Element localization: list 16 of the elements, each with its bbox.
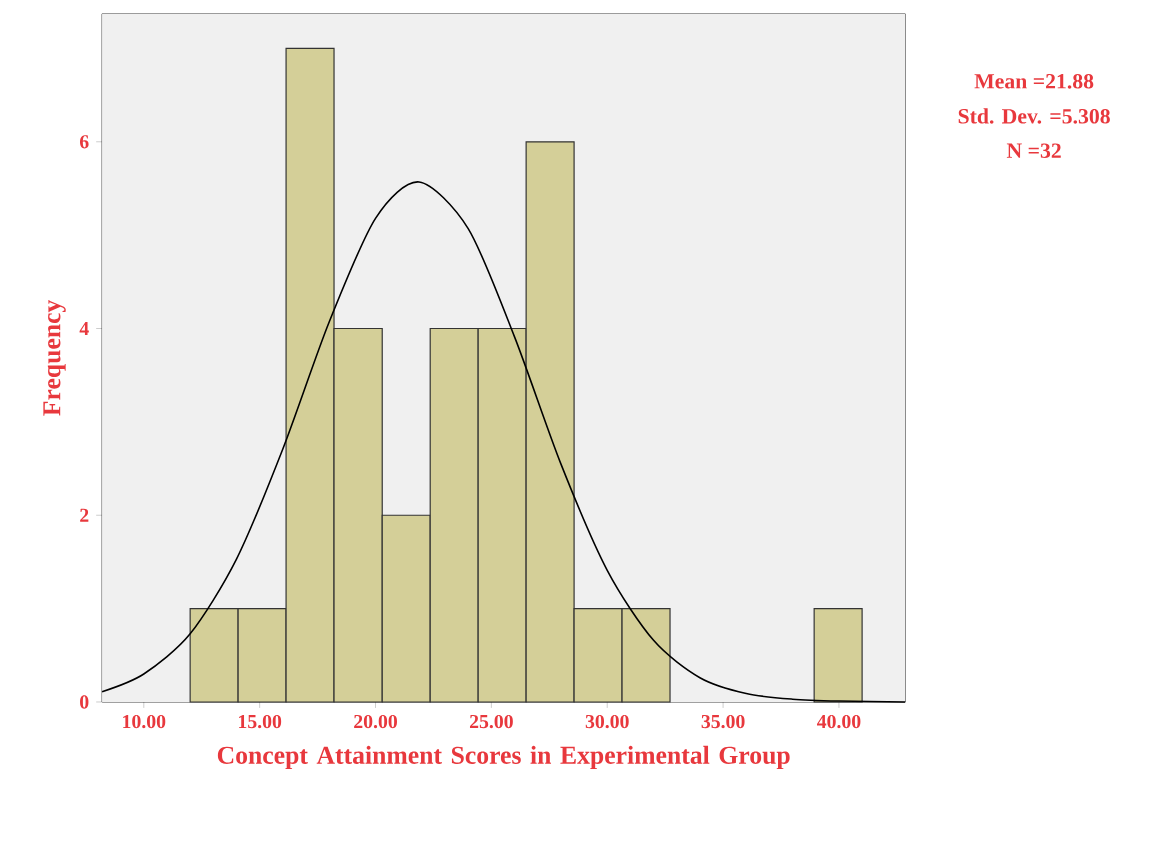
x-tick-label: 20.00 <box>354 715 397 729</box>
x-tick-label: 15.00 <box>239 715 282 729</box>
text: Std. Dev. =5.308 <box>958 108 1110 124</box>
x-tick-label: 10.00 <box>123 715 166 729</box>
text: Mean =21.88 <box>974 74 1094 89</box>
y-tick-label: 4 <box>79 322 89 336</box>
y-tick-label: 0 <box>80 695 89 709</box>
x-tick-label: 30.00 <box>585 715 629 729</box>
text: N =32 <box>1006 143 1061 159</box>
y-axis-title: Frequency <box>43 300 66 416</box>
x-axis-title: Concept Attainment Scores in Experimental Group <box>217 745 790 770</box>
x-tick-label: 35.00 <box>701 715 745 729</box>
x-tick-label: 40.00 <box>817 715 861 729</box>
y-tick-label: 2 <box>80 508 89 522</box>
x-tick-label: 25.00 <box>469 715 513 729</box>
y-tick-label: 6 <box>79 135 89 149</box>
